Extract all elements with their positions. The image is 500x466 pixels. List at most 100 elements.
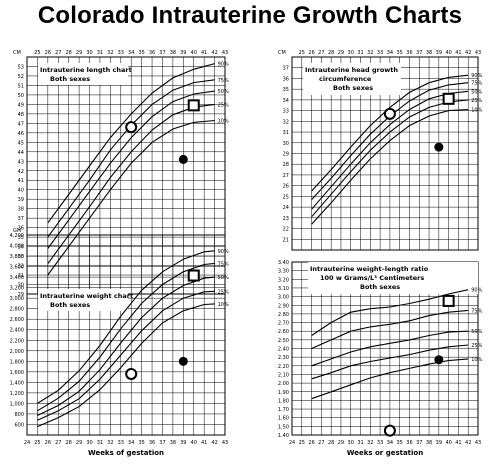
chart-subtitle: 100 w Grams/L³ Centimeters <box>320 274 424 282</box>
x-tick-label-top: 42 <box>465 50 471 56</box>
series-label: 75% <box>471 81 482 87</box>
y-tick-label: 33 <box>283 109 289 115</box>
title-backdrop <box>308 262 478 294</box>
y-axis-unit: CM <box>13 50 21 56</box>
series-label: 90% <box>471 73 482 79</box>
chart-weight: 600 800 1,000 1,200 1,400 1,600 1,800 2,000 2,20… <box>10 228 229 457</box>
x-tick-label: 33 <box>118 440 124 446</box>
y-tick-label: 1.90 <box>278 390 289 396</box>
x-tick-label-top: 29 <box>338 50 344 56</box>
y-tick-label: 1,400 <box>10 380 24 386</box>
y-tick-label: 2.30 <box>278 355 289 361</box>
x-tick-label: 24 <box>24 440 30 446</box>
series-line-90pct <box>311 289 469 336</box>
y-tick-label: 2,600 <box>10 317 24 323</box>
series-label: 10% <box>471 108 482 114</box>
y-tick-label: 2,400 <box>10 328 24 334</box>
title-backdrop <box>303 63 401 95</box>
x-tick-label: 36 <box>406 440 412 446</box>
x-tick-label: 38 <box>170 440 176 446</box>
y-tick-label: 52 <box>18 74 24 80</box>
y-tick-label: 3,400 <box>10 275 24 281</box>
x-tick-label: 43 <box>475 440 481 446</box>
series-label: 10% <box>471 357 482 363</box>
series-label: 50% <box>218 89 229 95</box>
y-tick-label: 2.80 <box>278 312 289 318</box>
x-tick-label-top: 37 <box>416 50 422 56</box>
filled-circle-marker <box>434 355 444 365</box>
y-tick-label: 2.00 <box>278 381 289 387</box>
y-tick-label: 1,800 <box>10 359 24 365</box>
series-label: 75% <box>218 261 229 267</box>
y-tick-label: 2.70 <box>278 321 289 327</box>
y-axis-unit: CM <box>278 50 286 56</box>
y-tick-label: 36 <box>18 226 24 232</box>
x-tick-label: 37 <box>159 440 165 446</box>
title-backdrop <box>38 289 128 311</box>
y-tick-label: 2.40 <box>278 347 289 353</box>
x-tick-label-top: 38 <box>170 50 176 56</box>
series-line-25pct <box>47 103 215 265</box>
y-tick-label: 38 <box>18 207 24 213</box>
x-tick-label: 29 <box>338 440 344 446</box>
x-tick-label: 34 <box>387 440 393 446</box>
series-line-50pct <box>311 90 469 210</box>
x-tick-label-top: 40 <box>445 50 451 56</box>
open-circle-marker <box>383 107 396 120</box>
x-tick-label-top: 34 <box>387 50 393 56</box>
x-tick-label-top: 32 <box>367 50 373 56</box>
y-tick-label: 42 <box>18 169 24 175</box>
series-line-90pct <box>47 63 215 224</box>
series-label: 75% <box>218 78 229 84</box>
y-tick-label: 32 <box>283 119 289 125</box>
series-label: 25% <box>218 102 229 108</box>
y-tick-label: 1,000 <box>10 401 24 407</box>
x-tick-label-top: 35 <box>138 50 144 56</box>
y-tick-label: 27 <box>283 173 289 179</box>
x-tick-label: 33 <box>377 440 383 446</box>
y-tick-label: 36 <box>283 76 289 82</box>
x-tick-label-top: 29 <box>76 50 82 56</box>
series-line-50pct <box>37 276 215 416</box>
series-label: 25% <box>471 98 482 104</box>
open-circle-marker <box>125 121 138 134</box>
x-tick-label: 40 <box>445 440 451 446</box>
y-tick-label: 32 <box>18 264 24 270</box>
title-backdrop <box>38 63 128 85</box>
series-label: 25% <box>471 343 482 349</box>
series-label: 90% <box>471 288 482 294</box>
y-tick-label: 29 <box>283 152 289 158</box>
y-tick-label: 35 <box>18 235 24 241</box>
filled-circle-marker <box>434 142 444 152</box>
y-tick-label: 1.40 <box>278 433 289 439</box>
y-tick-label: 1,600 <box>10 370 24 376</box>
x-tick-label-top: 42 <box>211 50 217 56</box>
x-tick-label-top: 25 <box>34 50 40 56</box>
x-tick-label-top: 31 <box>357 50 363 56</box>
y-tick-label: 31 <box>18 273 24 279</box>
series-label: 75% <box>471 308 482 314</box>
series-line-90pct <box>311 74 469 192</box>
y-tick-label: 3,600 <box>10 265 24 271</box>
y-tick-label: 22 <box>283 227 289 233</box>
x-tick-label-top: 36 <box>149 50 155 56</box>
series-label: 50% <box>218 275 229 281</box>
x-tick-label-top: 40 <box>191 50 197 56</box>
series-line-75pct <box>37 262 215 412</box>
x-tick-label-top: 27 <box>55 50 61 56</box>
series-label: 25% <box>218 289 229 295</box>
y-tick-label: 1.70 <box>278 407 289 413</box>
y-tick-label: 21 <box>283 237 289 243</box>
series-line-75pct <box>311 309 469 350</box>
x-tick-label: 39 <box>436 440 442 446</box>
y-tick-label: 2,800 <box>10 307 24 313</box>
y-tick-label: 800 <box>14 412 24 418</box>
y-tick-label: 30 <box>283 141 289 147</box>
y-tick-label: 1.50 <box>278 424 289 430</box>
x-tick-label: 41 <box>455 440 461 446</box>
y-tick-label: 34 <box>18 245 24 251</box>
y-tick-label: 25 <box>283 194 289 200</box>
y-tick-label: 53 <box>18 64 24 70</box>
series-line-50pct <box>311 330 469 367</box>
